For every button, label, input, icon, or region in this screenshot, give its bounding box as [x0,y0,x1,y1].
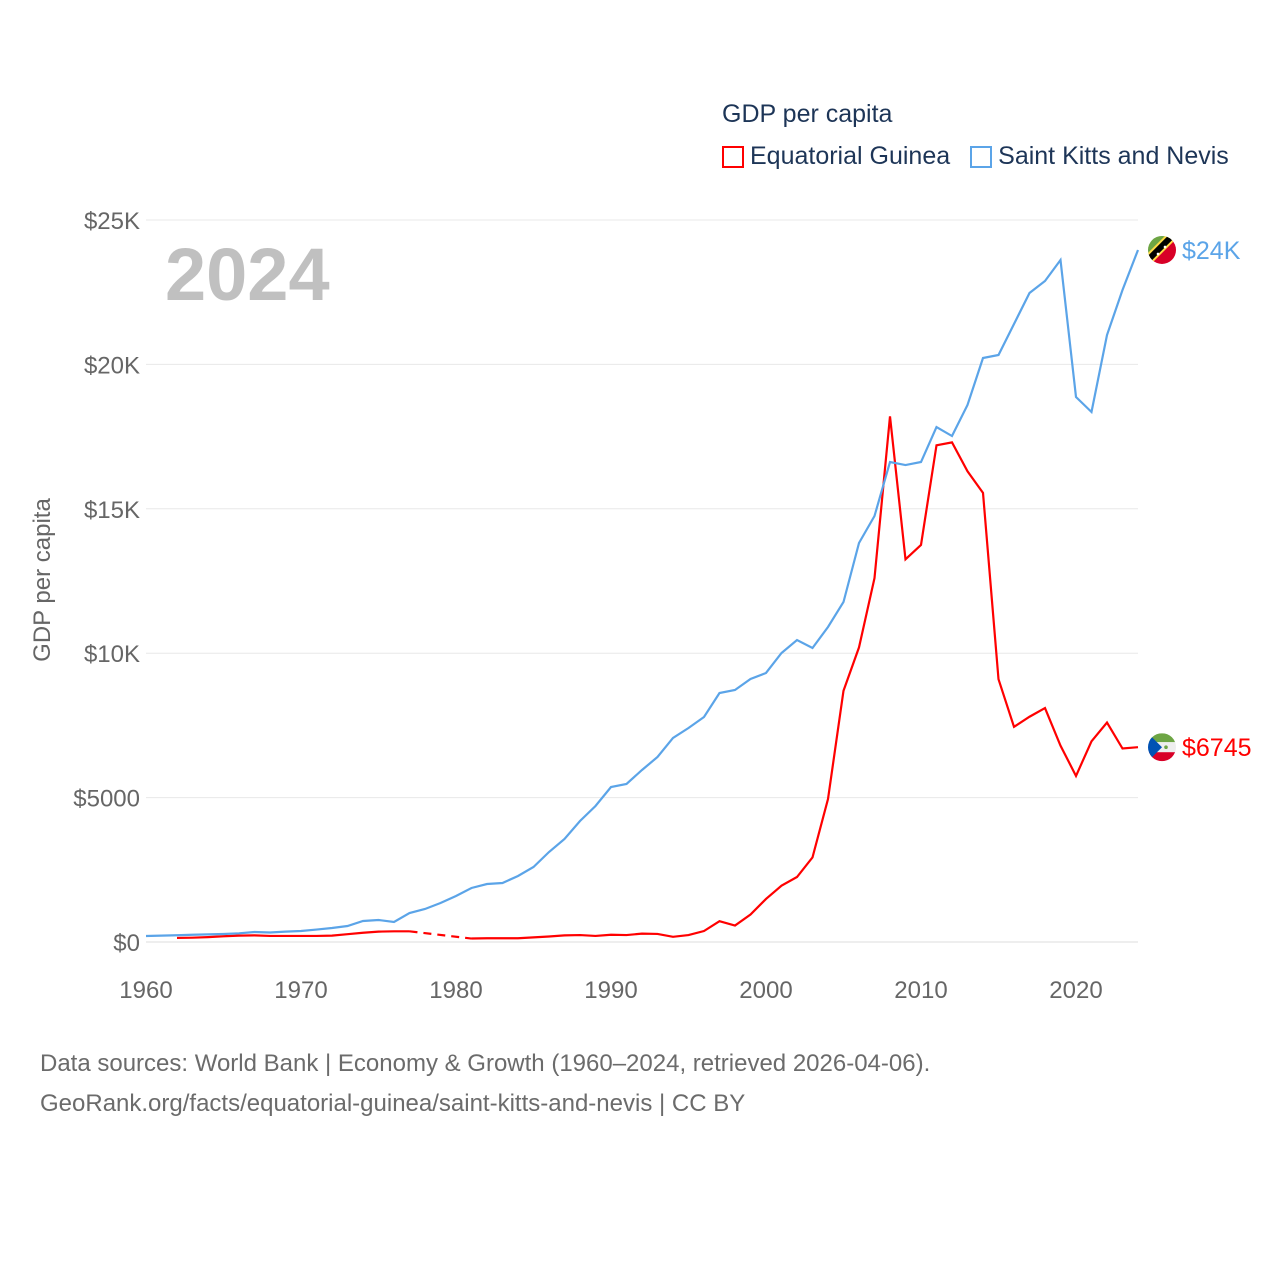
legend-label: Equatorial Guinea [750,142,951,170]
footer: Data sources: World Bank | Economy & Gro… [40,1044,930,1124]
y-tick-label: $25K [84,208,140,235]
y-tick-label: $0 [113,930,140,957]
saint-kitts-and-nevis-flag-icon [1148,235,1176,264]
legend-swatch-red [722,145,744,168]
series-line-0 [176,416,1139,940]
x-tick-label: 2000 [739,977,792,1004]
y-axis-label: GDP per capita [29,498,56,662]
footer-sources: Data sources: World Bank | Economy & Gro… [40,1050,931,1077]
x-tick-label: 1980 [429,977,482,1004]
x-tick-label: 1960 [119,977,172,1004]
year-label: 2024 [165,233,330,316]
y-tick-label: $10K [84,641,140,668]
y-tick-label: $15K [84,497,140,524]
legend: Equatorial Guinea Saint Kitts and Nevis [722,142,1229,171]
x-tick-label: 1990 [584,977,637,1004]
legend-title: GDP per capita [722,100,893,128]
y-tick-label: $20K [84,352,140,379]
legend-item-equatorial-guinea[interactable]: Equatorial Guinea [722,142,950,171]
series-gap-line-0 [409,930,472,940]
x-tick-label: 2010 [894,977,947,1004]
equatorial-guinea-flag-icon [1148,733,1176,762]
legend-item-saint-kitts-and-nevis[interactable]: Saint Kitts and Nevis [970,142,1229,171]
x-tick-label: 2020 [1049,977,1102,1004]
end-value-label: $6745 [1182,734,1252,762]
series-line-1 [145,249,1140,938]
x-tick-label: 1970 [274,977,327,1004]
end-value-label: $24K [1182,237,1241,265]
legend-swatch-blue [970,145,993,168]
y-tick-label: $5000 [73,786,140,813]
footer-link[interactable]: GeoRank.org/facts/equatorial-guinea/sain… [40,1090,746,1117]
legend-label: Saint Kitts and Nevis [998,142,1229,170]
